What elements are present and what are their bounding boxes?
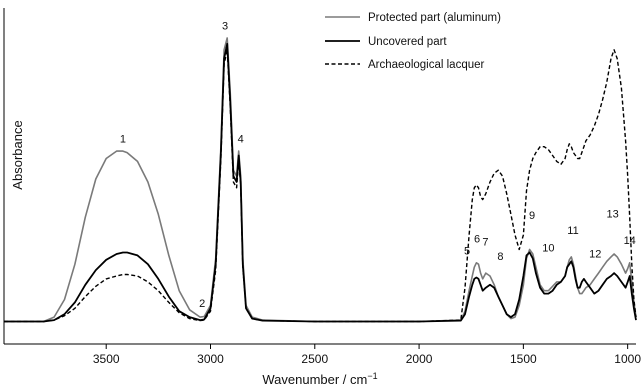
peak-label-12: 12 [589, 248, 601, 260]
series-group [4, 37, 637, 323]
x-tick-label: 3000 [197, 352, 224, 366]
x-tick-label: 2500 [301, 352, 328, 366]
legend: Protected part (aluminum) Uncovered part… [325, 12, 501, 71]
peak-label-8: 8 [497, 251, 503, 263]
peak-label-13: 13 [606, 209, 618, 221]
peak-label-2: 2 [199, 298, 205, 310]
series-line-protected-part-aluminum [4, 37, 637, 323]
peak-label-7: 7 [482, 237, 488, 249]
legend-label-protected: Protected part (aluminum) [368, 12, 501, 24]
x-axis-title-superscript: −1 [367, 371, 377, 381]
legend-label-lacquer: Archaeological lacquer [368, 59, 485, 71]
peak-label-10: 10 [542, 242, 554, 254]
series-line-archaeological-lacquer [4, 49, 637, 323]
peak-label-5: 5 [464, 245, 470, 257]
peak-label-4: 4 [238, 134, 244, 146]
y-axis-title: Absorbance [10, 120, 25, 189]
x-tick-label: 3500 [93, 352, 120, 366]
peak-label-9: 9 [529, 210, 535, 222]
peak-label-3: 3 [222, 21, 228, 33]
x-axis-title-main: Wavenumber / cm [262, 372, 367, 387]
peak-label-6: 6 [474, 234, 480, 246]
x-tick-group: 3500 3000 2500 2000 1500 1000 [93, 344, 641, 366]
x-tick-label: 1000 [614, 352, 641, 366]
series-line-uncovered-part [4, 43, 637, 323]
x-tick-label: 1500 [510, 352, 537, 366]
peak-label-14: 14 [624, 235, 636, 247]
peak-label-11: 11 [567, 225, 578, 237]
x-tick-label: 2000 [406, 352, 433, 366]
x-axis-title: Wavenumber / cm−1 [262, 371, 377, 387]
peak-label-1: 1 [120, 134, 126, 146]
legend-label-uncovered: Uncovered part [368, 36, 447, 48]
